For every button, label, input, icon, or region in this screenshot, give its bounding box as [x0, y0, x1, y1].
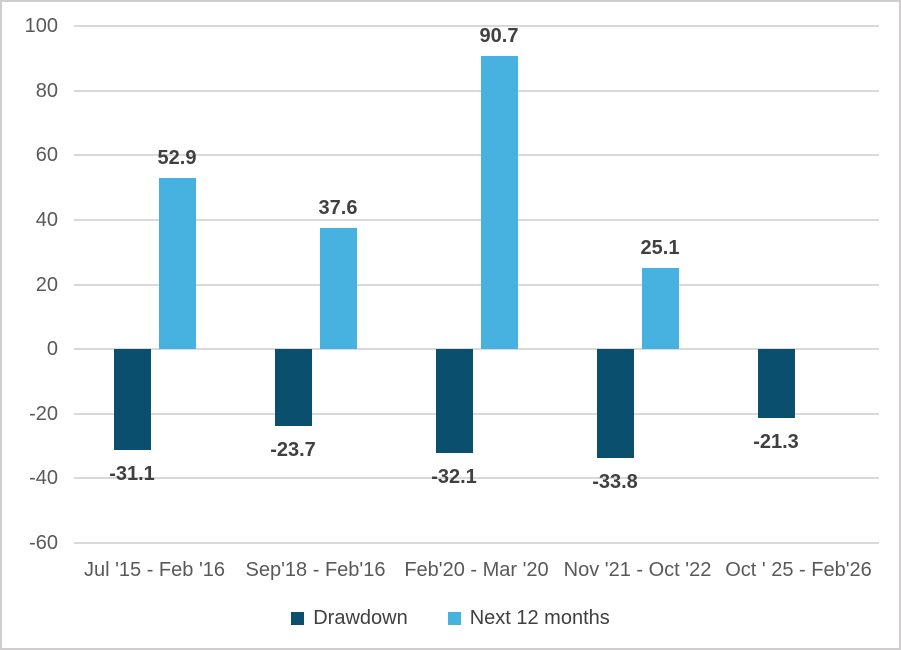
- gridline-y-20: [74, 283, 879, 286]
- data-label-drawdown-0: -31.1: [109, 462, 155, 485]
- data-label-next-12-months-0: 52.9: [157, 147, 197, 170]
- y-axis-tick-label: -20: [29, 402, 58, 425]
- gridline-y-80: [74, 89, 879, 92]
- gridline-y--20: [74, 412, 879, 415]
- bar-drawdown-4[interactable]: [757, 349, 795, 418]
- legend-label-next-12-months: Next 12 months: [469, 606, 610, 629]
- bar-next-12-months-0[interactable]: [158, 178, 196, 350]
- bar-next-12-months-1[interactable]: [319, 227, 357, 350]
- x-axis-category-label-2: Feb'20 - Mar '20: [404, 559, 549, 581]
- legend-label-drawdown: Drawdown: [313, 606, 408, 629]
- x-axis-category-label-0: Jul '15 - Feb '16: [83, 559, 226, 581]
- y-axis-tick-label: 20: [35, 273, 58, 296]
- y-axis-tick-label: 80: [35, 79, 58, 102]
- legend: Drawdown Next 12 months: [2, 603, 899, 633]
- y-axis-tick-label: 100: [24, 15, 58, 37]
- y-axis-tick-label: 40: [35, 208, 58, 231]
- y-axis-tick-label: 0: [46, 338, 58, 361]
- data-label-drawdown-2: -32.1: [431, 465, 477, 488]
- gridline-y-100: [74, 25, 879, 27]
- x-axis-category-label-3: Nov '21 - Oct '22: [563, 559, 712, 581]
- bar-drawdown-3[interactable]: [596, 349, 634, 459]
- gridline-y-0: [74, 348, 879, 351]
- y-axis-tick-label: 60: [35, 144, 58, 167]
- bar-next-12-months-2[interactable]: [480, 56, 518, 350]
- bar-next-12-months-3[interactable]: [641, 268, 679, 350]
- gridline-y-40: [74, 218, 879, 221]
- gridline-y--60: [74, 542, 879, 544]
- data-label-next-12-months-2: 90.7: [479, 25, 519, 48]
- data-label-next-12-months-3: 25.1: [640, 237, 680, 260]
- legend-item-drawdown[interactable]: Drawdown: [291, 606, 408, 630]
- gridline-y-60: [74, 154, 879, 157]
- bar-drawdown-2[interactable]: [435, 349, 473, 453]
- bar-drawdown-1[interactable]: [274, 349, 312, 426]
- data-label-drawdown-1: -23.7: [270, 438, 316, 461]
- x-axis-category-label-1: Sep'18 - Feb'16: [245, 559, 386, 581]
- data-label-drawdown-3: -33.8: [592, 471, 638, 494]
- legend-item-next-12-months[interactable]: Next 12 months: [447, 606, 610, 630]
- y-axis-tick-label: -60: [29, 532, 58, 554]
- x-axis-category-label-4: Oct ' 25 - Feb'26: [725, 559, 872, 581]
- data-label-next-12-months-1: 37.6: [318, 196, 358, 219]
- legend-swatch-next-12-months: [447, 611, 461, 625]
- bar-drawdown-0[interactable]: [113, 349, 151, 450]
- data-label-drawdown-4: -21.3: [753, 430, 799, 453]
- legend-swatch-drawdown: [291, 611, 305, 625]
- y-axis-tick-label: -40: [29, 467, 58, 490]
- gridline-y--40: [74, 477, 879, 480]
